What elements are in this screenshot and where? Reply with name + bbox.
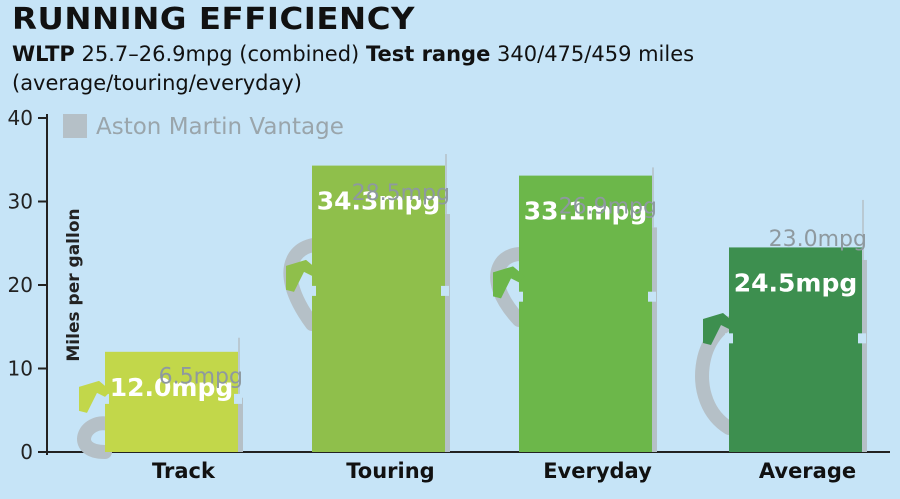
y-tick-label: 40 (8, 106, 33, 130)
pump-notch (441, 285, 449, 296)
legend-swatch (63, 114, 87, 138)
value-bar (312, 165, 445, 452)
category-label: Touring (346, 459, 434, 483)
y-tick-label: 0 (20, 440, 33, 464)
fuel-nozzle-icon (79, 380, 111, 413)
pump-notch (858, 333, 866, 344)
value-label: 34.3mpg (317, 187, 441, 216)
y-axis-title: Miles per gallon (64, 208, 84, 361)
comparison-value-label: 6.5mpg (159, 365, 243, 390)
y-tick-label: 20 (8, 273, 33, 297)
legend-label: Aston Martin Vantage (96, 114, 344, 140)
fuel-nozzle-icon (286, 259, 318, 292)
chart-title: RUNNING EFFICIENCY (12, 2, 416, 37)
category-label: Average (759, 459, 856, 483)
pump-notch (101, 393, 109, 404)
range-value: 340/475/459 miles (average/touring/every… (12, 42, 695, 95)
category-label: Track (152, 459, 216, 483)
fuel-nozzle-icon (703, 313, 735, 346)
wltp-label: WLTP (12, 42, 75, 66)
pump-notch (725, 333, 733, 344)
pump-notch (648, 291, 656, 302)
value-bar (105, 351, 238, 452)
y-tick-label: 30 (8, 190, 33, 214)
comparison-value-label: 28.5mpg (352, 181, 450, 206)
value-bar (729, 247, 862, 452)
range-label: Test range (365, 42, 491, 66)
value-label: 24.5mpg (734, 268, 858, 297)
chart-subtitle: WLTP 25.7–26.9mpg (combined) Test range … (12, 40, 772, 98)
pump-notch (515, 291, 523, 302)
fuel-nozzle-icon (493, 266, 525, 299)
value-label: 33.1mpg (524, 197, 648, 226)
comparison-value-label: 23.0mpg (769, 227, 867, 252)
fuel-hose-icon (77, 416, 116, 459)
value-label: 12.0mpg (110, 373, 234, 402)
value-bar (519, 175, 652, 453)
pump-notch (234, 393, 242, 404)
comparison-value-label: 26.9mpg (559, 194, 657, 219)
category-label: Everyday (543, 459, 652, 483)
y-tick-label: 10 (8, 357, 33, 381)
wltp-value: 25.7–26.9mpg (combined) (81, 42, 360, 66)
pump-notch (308, 285, 316, 296)
